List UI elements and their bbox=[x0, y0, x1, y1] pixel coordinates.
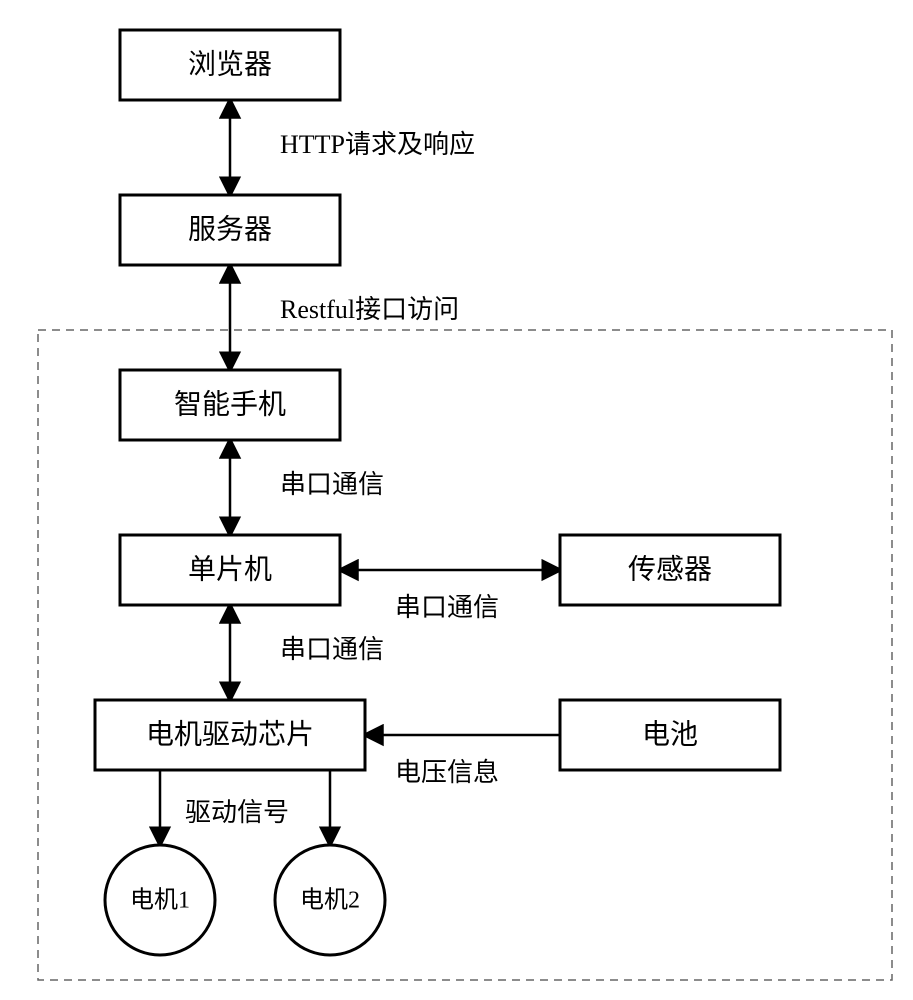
system-block-diagram: HTTP请求及响应Restful接口访问串口通信串口通信串口通信电压信息驱动信号… bbox=[0, 0, 913, 1000]
node-label-sensor: 传感器 bbox=[628, 553, 712, 585]
edge-label-e_driver_motor1: 驱动信号 bbox=[185, 798, 289, 827]
node-label-driver: 电机驱动芯片 bbox=[146, 718, 314, 750]
edge-label-e_mcu_driver: 串口通信 bbox=[280, 635, 384, 664]
edge-label-e_battery_driver: 电压信息 bbox=[395, 758, 499, 787]
node-label-motor2: 电机2 bbox=[300, 887, 360, 914]
node-label-mcu: 单片机 bbox=[188, 553, 272, 585]
node-label-motor1: 电机1 bbox=[130, 887, 190, 914]
edge-label-e_phone_mcu: 串口通信 bbox=[280, 470, 384, 499]
edge-label-e_server_phone: Restful接口访问 bbox=[280, 295, 459, 324]
node-label-battery: 电池 bbox=[642, 718, 698, 750]
edge-label-e_browser_server: HTTP请求及响应 bbox=[280, 130, 475, 159]
node-label-phone: 智能手机 bbox=[174, 388, 286, 420]
edge-label-e_mcu_sensor: 串口通信 bbox=[395, 593, 499, 622]
node-label-server: 服务器 bbox=[188, 213, 272, 245]
node-label-browser: 浏览器 bbox=[188, 48, 272, 80]
